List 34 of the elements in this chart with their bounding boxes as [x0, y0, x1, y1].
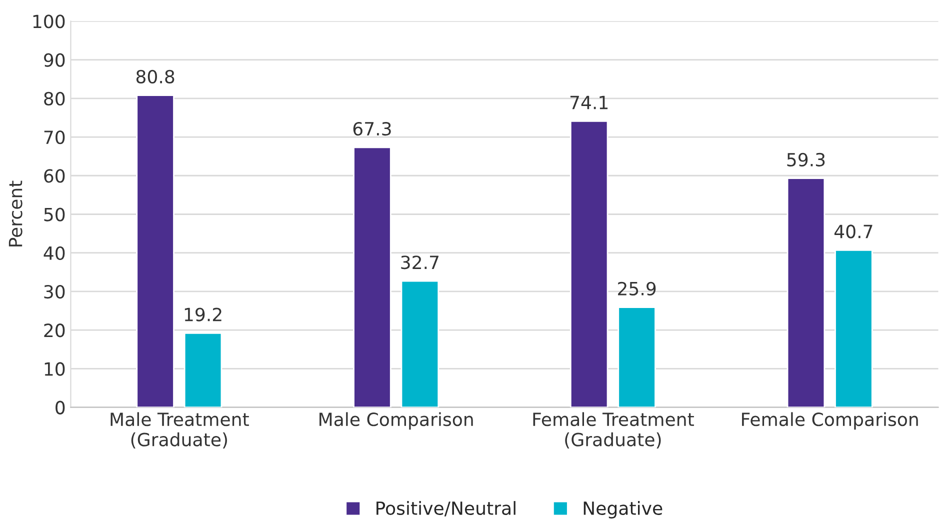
bar — [570, 120, 608, 408]
y-tick-label: 20 — [44, 324, 65, 338]
y-tick-label: 90 — [44, 53, 65, 67]
y-axis-title: Percent — [8, 180, 22, 246]
data-label: 59.3 — [787, 152, 825, 166]
data-label: 80.8 — [136, 70, 174, 84]
bar — [184, 332, 222, 408]
legend-label: Positive/Neutral — [376, 501, 516, 516]
legend-label: Negative — [584, 501, 662, 519]
y-tick-label: 10 — [44, 362, 65, 376]
bar — [786, 178, 826, 408]
x-tick-label: Male Comparison — [320, 412, 473, 430]
bar — [618, 306, 656, 408]
bar — [834, 249, 873, 408]
bar — [400, 280, 440, 408]
y-tick-label: 30 — [44, 284, 65, 299]
y-tick-label: 80 — [44, 92, 65, 106]
data-label: 25.9 — [618, 282, 656, 296]
data-label: 19.2 — [184, 308, 222, 322]
x-tick-label: Male Treatment (Graduate) — [110, 412, 249, 449]
y-tick-label: 70 — [44, 130, 65, 144]
bar — [353, 146, 392, 408]
data-label: 32.7 — [401, 256, 438, 270]
bar — [136, 94, 174, 408]
x-tick-label: Female Treatment (Graduate) — [533, 412, 694, 449]
data-label: 74.1 — [570, 96, 608, 110]
y-tick-label: 100 — [33, 14, 65, 28]
y-tick-label: 0 — [56, 400, 65, 414]
data-label: 67.3 — [353, 122, 391, 136]
y-tick-label: 40 — [44, 246, 65, 260]
x-tick-label: Female Comparison — [742, 412, 918, 430]
data-label: 40.7 — [834, 224, 872, 238]
y-tick-label: 50 — [44, 208, 65, 222]
y-tick-label: 60 — [44, 169, 65, 183]
